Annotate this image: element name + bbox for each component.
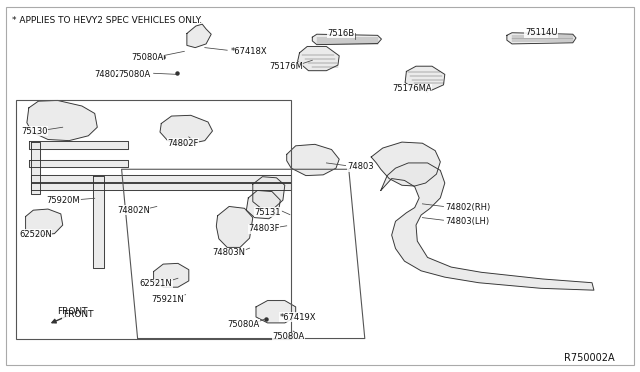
Polygon shape xyxy=(312,34,381,45)
Text: * APPLIES TO HEVY2 SPEC VEHICLES ONLY.: * APPLIES TO HEVY2 SPEC VEHICLES ONLY. xyxy=(12,16,202,25)
Polygon shape xyxy=(298,46,339,71)
Polygon shape xyxy=(253,177,285,208)
Polygon shape xyxy=(287,144,339,176)
Polygon shape xyxy=(246,190,280,219)
Polygon shape xyxy=(31,183,291,190)
Text: 74803(LH): 74803(LH) xyxy=(445,217,489,226)
Polygon shape xyxy=(405,66,445,90)
Text: 62521N: 62521N xyxy=(140,279,172,288)
Text: R750002A: R750002A xyxy=(564,353,614,363)
Text: *67419X: *67419X xyxy=(280,313,316,322)
Text: 75921N: 75921N xyxy=(152,295,184,304)
Text: 75176MA: 75176MA xyxy=(392,84,432,93)
Text: 75176M: 75176M xyxy=(269,62,303,71)
Text: FRONT: FRONT xyxy=(58,307,88,316)
Polygon shape xyxy=(160,115,212,144)
Text: 75114U: 75114U xyxy=(525,28,557,37)
Polygon shape xyxy=(154,263,189,287)
Polygon shape xyxy=(31,175,291,182)
Bar xyxy=(16,100,291,339)
Polygon shape xyxy=(381,163,594,290)
Polygon shape xyxy=(29,160,128,167)
Polygon shape xyxy=(187,24,211,48)
Text: 74802N: 74802N xyxy=(117,206,150,215)
Text: *67418X: *67418X xyxy=(230,47,267,56)
Polygon shape xyxy=(371,142,440,186)
Text: 75080A: 75080A xyxy=(272,332,304,341)
Text: 62520N: 62520N xyxy=(19,230,52,239)
Text: 75080A: 75080A xyxy=(131,53,163,62)
Text: 74802(RH): 74802(RH) xyxy=(445,203,490,212)
Polygon shape xyxy=(93,176,104,268)
Text: 74803F: 74803F xyxy=(248,224,280,233)
Text: 75131: 75131 xyxy=(255,208,281,217)
Polygon shape xyxy=(216,206,253,247)
Text: FRONT: FRONT xyxy=(63,310,93,319)
Polygon shape xyxy=(31,142,40,194)
Text: 75130: 75130 xyxy=(21,127,47,136)
Polygon shape xyxy=(256,301,296,323)
Polygon shape xyxy=(29,141,128,149)
Text: 74803N: 74803N xyxy=(212,248,246,257)
Text: 74803: 74803 xyxy=(348,162,374,171)
Text: 7516B: 7516B xyxy=(328,29,355,38)
Polygon shape xyxy=(507,33,576,44)
Text: 75080A: 75080A xyxy=(227,320,259,329)
Polygon shape xyxy=(26,209,63,235)
Polygon shape xyxy=(27,100,97,141)
Text: 75920M: 75920M xyxy=(47,196,81,205)
Text: 75080A: 75080A xyxy=(118,70,150,79)
Text: 74802: 74802 xyxy=(95,70,121,79)
Text: 74802F: 74802F xyxy=(168,139,199,148)
